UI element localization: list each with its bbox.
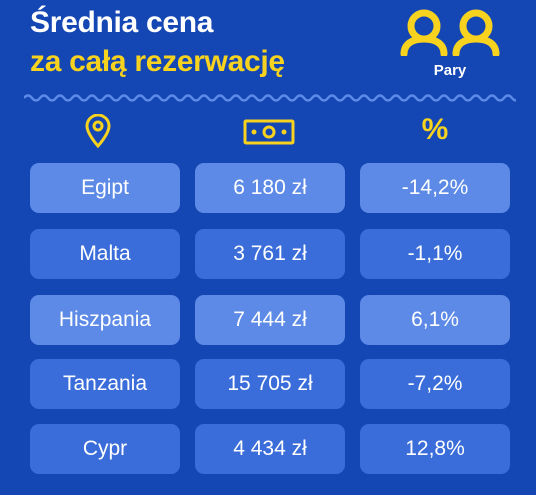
table-row: Cypr 4 434 zł 12,8% — [0, 424, 536, 474]
couple-icon — [400, 9, 500, 56]
price-cell: 6 180 zł — [195, 163, 345, 213]
destination-cell: Cypr — [30, 424, 180, 474]
banknote-icon — [243, 119, 295, 145]
price-cell: 15 705 zł — [195, 359, 345, 409]
table-row: Hiszpania 7 444 zł 6,1% — [0, 295, 536, 345]
location-pin-icon — [85, 114, 111, 148]
price-cell: 7 444 zł — [195, 295, 345, 345]
destination-cell: Hiszpania — [30, 295, 180, 345]
destination-cell: Egipt — [30, 163, 180, 213]
segment-label: Pary — [433, 62, 467, 79]
change-cell: -1,1% — [360, 229, 510, 279]
change-cell: 12,8% — [360, 424, 510, 474]
title-line-2: za całą rezerwację — [30, 45, 285, 78]
title-line-1: Średnia cena — [30, 6, 214, 39]
destination-cell: Tanzania — [30, 359, 180, 409]
destination-cell: Malta — [30, 229, 180, 279]
change-cell: -7,2% — [360, 359, 510, 409]
change-cell: 6,1% — [360, 295, 510, 345]
table-row: Malta 3 761 zł -1,1% — [0, 229, 536, 279]
change-cell: -14,2% — [360, 163, 510, 213]
table-row: Tanzania 15 705 zł -7,2% — [0, 359, 536, 409]
percent-change-header: % — [421, 113, 449, 146]
wave-divider — [24, 94, 516, 102]
price-cell: 3 761 zł — [195, 229, 345, 279]
table-row: Egipt 6 180 zł -14,2% — [0, 163, 536, 213]
price-cell: 4 434 zł — [195, 424, 345, 474]
